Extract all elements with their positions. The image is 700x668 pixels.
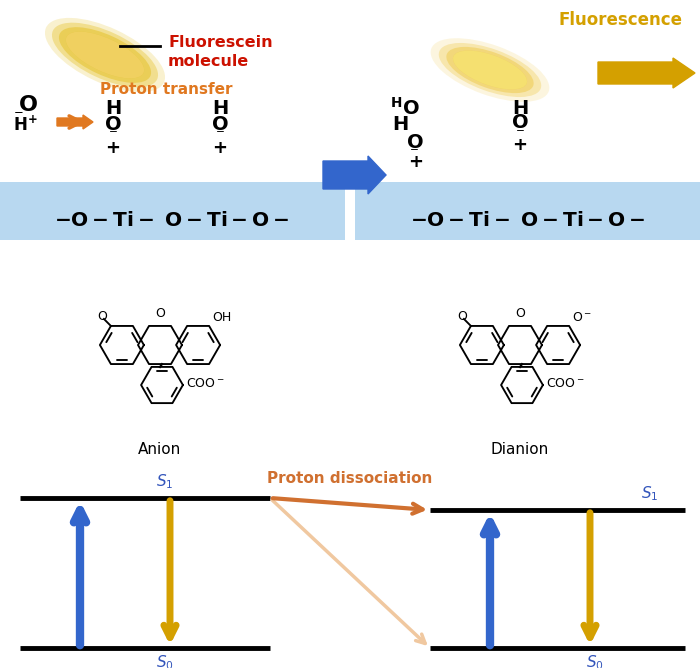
Ellipse shape (66, 31, 144, 78)
Bar (355, 182, 700, 240)
Text: $^{-}$: $^{-}$ (108, 128, 118, 143)
Text: $\mathbf{O}$: $\mathbf{O}$ (511, 114, 528, 132)
Text: $\mathbf{H}$: $\mathbf{H}$ (512, 98, 528, 118)
FancyArrow shape (598, 58, 695, 88)
Bar (0, 182, 345, 240)
Text: $S_0$: $S_0$ (156, 653, 174, 668)
Ellipse shape (66, 31, 144, 78)
Text: $^{\mathbf{H}}$O: $^{\mathbf{H}}$O (390, 97, 420, 119)
Text: COO$^-$: COO$^-$ (186, 377, 225, 389)
Ellipse shape (45, 18, 165, 92)
Text: O: O (97, 310, 107, 323)
Text: $\mathbf{+}$: $\mathbf{+}$ (408, 153, 424, 171)
Text: $\mathbf{H}$: $\mathbf{H}$ (105, 98, 121, 118)
Ellipse shape (52, 23, 158, 88)
Text: $\mathbf{-O-Ti-\ O-Ti-O-}$: $\mathbf{-O-Ti-\ O-Ti-O-}$ (55, 210, 290, 230)
Text: Fluorescein
molecule: Fluorescein molecule (168, 35, 272, 69)
Text: $\mathbf{-O-Ti-\ O-Ti-O-}$: $\mathbf{-O-Ti-\ O-Ti-O-}$ (410, 210, 645, 230)
Text: $S_1$: $S_1$ (641, 484, 659, 503)
Ellipse shape (453, 51, 527, 90)
Text: Fluorescence: Fluorescence (558, 11, 682, 29)
Text: $\mathbf{O}$: $\mathbf{O}$ (104, 116, 122, 134)
Text: $^{-}$: $^{-}$ (515, 127, 525, 142)
Text: $S_1$: $S_1$ (156, 472, 174, 491)
Text: $\mathbf{O}$: $\mathbf{O}$ (18, 95, 38, 115)
Ellipse shape (59, 27, 151, 83)
Text: Anion: Anion (139, 442, 181, 458)
Ellipse shape (439, 43, 541, 97)
Text: $^{-}$: $^{-}$ (409, 146, 419, 161)
Text: O: O (155, 307, 165, 320)
Text: $^{-}$: $^{-}$ (215, 128, 225, 143)
Text: Dianion: Dianion (491, 442, 549, 458)
Text: O: O (515, 307, 525, 320)
Text: O: O (457, 310, 467, 323)
Text: Proton transfer: Proton transfer (100, 83, 232, 98)
Text: Proton dissociation: Proton dissociation (267, 471, 433, 486)
Text: O$^-$: O$^-$ (572, 311, 592, 324)
Text: OH: OH (212, 311, 232, 324)
Ellipse shape (447, 47, 533, 93)
Text: $\mathbf{+}$: $\mathbf{+}$ (106, 139, 120, 157)
Text: $S_0$: $S_0$ (586, 653, 604, 668)
FancyArrow shape (57, 115, 93, 129)
Text: $\mathbf{H}$: $\mathbf{H}$ (211, 98, 228, 118)
Text: $\mathbf{+}$: $\mathbf{+}$ (512, 136, 528, 154)
Text: COO$^-$: COO$^-$ (546, 377, 584, 389)
Text: $\mathbf{+}$: $\mathbf{+}$ (212, 139, 228, 157)
Text: $\mathbf{H}$: $\mathbf{H}$ (392, 116, 408, 134)
Ellipse shape (430, 38, 550, 102)
Text: $\mathbf{O}$: $\mathbf{O}$ (406, 134, 424, 152)
Text: $\mathbf{H^{+}}$: $\mathbf{H^{+}}$ (13, 116, 38, 135)
Text: $\mathbf{O}$: $\mathbf{O}$ (211, 116, 229, 134)
Ellipse shape (453, 51, 527, 90)
FancyArrow shape (323, 156, 386, 194)
Text: $^{-}$: $^{-}$ (13, 108, 24, 126)
